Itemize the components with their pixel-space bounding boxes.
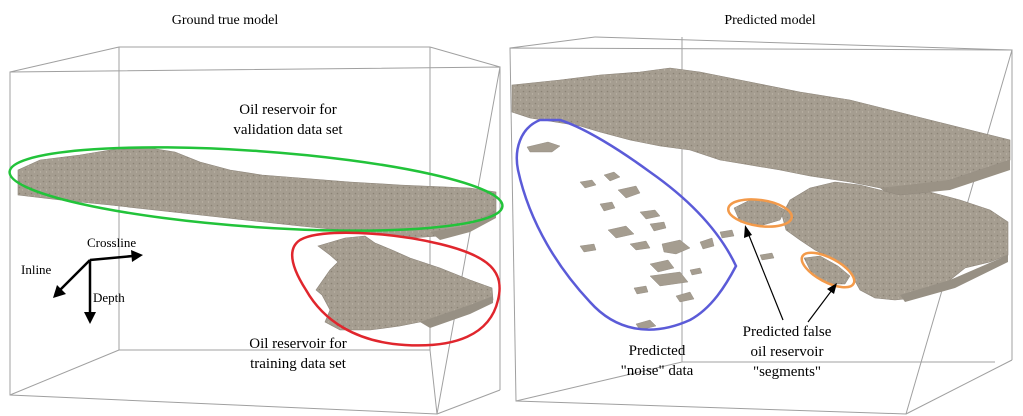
noise-outline bbox=[515, 118, 738, 331]
false-label-line2: oil reservoir bbox=[751, 344, 824, 360]
noise-label-line2: "noise" data bbox=[621, 363, 694, 379]
depth-label: Depth bbox=[93, 290, 125, 305]
crossline-label: Crossline bbox=[87, 235, 136, 250]
noise-blobs bbox=[526, 141, 775, 331]
validation-outline bbox=[8, 146, 504, 232]
training-label-line1: Oil reservoir for bbox=[249, 336, 346, 352]
predicted-right-reservoir bbox=[781, 181, 1009, 302]
predicted-top-reservoir bbox=[511, 67, 1011, 196]
false-label-line1: Predicted false bbox=[743, 324, 832, 340]
predicted-panel: Predicted model bbox=[509, 13, 1013, 415]
noise-label-line1: Predicted bbox=[629, 343, 686, 359]
false-segment-arrows bbox=[744, 225, 837, 323]
axes-triad bbox=[53, 250, 143, 324]
training-reservoir bbox=[315, 235, 494, 331]
predicted-title: Predicted model bbox=[724, 13, 815, 28]
training-label-line2: training data set bbox=[250, 356, 347, 372]
ground-truth-title: Ground true model bbox=[172, 13, 279, 28]
false-segment-outline-2 bbox=[800, 251, 856, 289]
validation-label-line1: Oil reservoir for bbox=[239, 102, 336, 118]
inline-label: Inline bbox=[21, 262, 52, 277]
ground-truth-panel: Ground true model Oil bbox=[8, 13, 504, 415]
training-outline bbox=[291, 231, 501, 347]
false-segment-outline-1 bbox=[727, 198, 793, 228]
validation-label-line2: validation data set bbox=[233, 122, 343, 138]
false-label-line3: "segments" bbox=[753, 364, 821, 380]
